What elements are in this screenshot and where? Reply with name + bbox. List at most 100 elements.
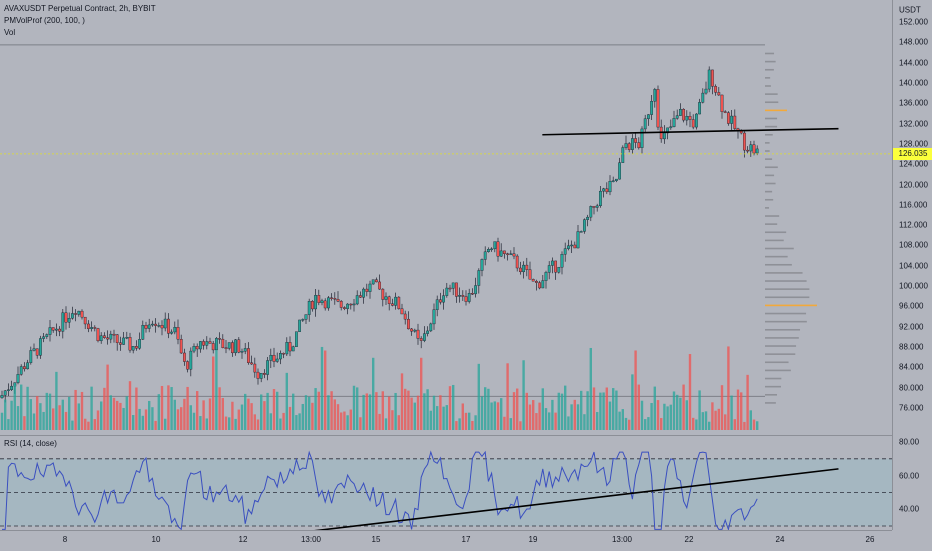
candle-body: [35, 348, 39, 356]
volume-bar: [612, 388, 615, 430]
price-pane[interactable]: AVAXUSDT Perpetual Contract, 2h, BYBIT P…: [0, 0, 892, 436]
volume-bar: [356, 387, 359, 430]
volume-bar: [644, 419, 647, 430]
volume-bar: [199, 416, 202, 430]
volume-bar: [327, 395, 330, 430]
candle-body: [186, 361, 189, 370]
volume-bar: [13, 385, 16, 430]
rsi-legend[interactable]: RSI (14, close): [4, 439, 57, 448]
candle-body: [695, 113, 698, 128]
candle-body: [717, 92, 721, 96]
candle-body: [538, 282, 542, 289]
volume-bar: [573, 399, 576, 430]
volume-bar: [727, 346, 730, 430]
candle-body: [746, 149, 750, 152]
volume-bar: [314, 388, 317, 430]
volume-bar: [410, 397, 413, 430]
candle-body: [230, 342, 234, 354]
candle-body: [365, 288, 369, 292]
price-tick-label: 76.000: [899, 403, 924, 413]
candle-body: [576, 231, 580, 249]
volume-bar: [724, 414, 727, 430]
volume-bar: [157, 394, 160, 430]
time-axis[interactable]: 8 10 12 13:00 15 17 19 13:00 22 24 26: [0, 530, 892, 551]
candle-body: [26, 362, 29, 370]
candle-body: [730, 115, 734, 124]
indicator-legend[interactable]: PMVolProf (200, 100, ): [4, 16, 85, 25]
candle-body: [125, 336, 129, 339]
candle-body: [723, 111, 727, 113]
candle-body: [227, 342, 231, 349]
pane-separator[interactable]: [0, 435, 892, 436]
volume-bar: [589, 347, 592, 430]
volume-bar: [746, 374, 749, 430]
candle-body: [381, 288, 385, 300]
volume-bar: [160, 385, 164, 430]
volume-bar: [391, 410, 394, 430]
volume-bar: [637, 384, 640, 430]
candle-body: [541, 280, 545, 289]
volume-bar: [221, 398, 224, 430]
volume-bar: [148, 400, 151, 430]
candle-body: [698, 102, 702, 115]
candles-group: [0, 66, 759, 403]
candle-body: [368, 283, 372, 292]
volume-bar: [564, 385, 567, 430]
candle-body: [432, 309, 436, 325]
candle-body: [323, 300, 327, 309]
candle-body: [339, 301, 343, 308]
candle-body: [605, 188, 609, 193]
volume-profile-bar: [765, 255, 788, 258]
candle-body: [307, 301, 311, 315]
volume-bar: [474, 415, 477, 430]
candle-body: [544, 272, 548, 281]
rsi-tick-label: 80.00: [899, 437, 920, 447]
price-tick-label: 116.000: [899, 200, 928, 210]
volume-bar: [135, 387, 138, 430]
candle-body: [615, 178, 618, 181]
candle-body: [202, 341, 205, 346]
candle-body: [487, 249, 490, 253]
time-tick-label: 22: [684, 535, 694, 544]
time-tick-label: 13:00: [300, 535, 322, 544]
candle-body: [141, 325, 145, 340]
candle-body: [134, 346, 138, 349]
volume-bar: [32, 413, 36, 430]
symbol-legend[interactable]: AVAXUSDT Perpetual Contract, 2h, BYBIT: [4, 4, 156, 13]
volume-profile-bar: [765, 174, 775, 177]
candle-body: [285, 342, 289, 355]
candle-body: [499, 250, 503, 257]
volume-bar: [749, 410, 752, 430]
volume-bar: [548, 412, 551, 430]
rsi-chart[interactable]: [0, 436, 892, 532]
candle-body: [490, 248, 493, 251]
volume-bar: [87, 421, 90, 430]
candle-body: [426, 330, 429, 334]
volume-legend[interactable]: Vol: [4, 28, 16, 37]
volume-bar: [567, 416, 570, 430]
rsi-tick-label: 40.00: [899, 504, 920, 514]
candle-body: [256, 371, 260, 379]
candle-body: [400, 308, 404, 315]
volume-bar: [445, 405, 448, 430]
candle-body: [531, 278, 535, 282]
volume-bar: [4, 399, 7, 430]
candle-body: [685, 116, 689, 121]
volume-bar: [202, 400, 205, 430]
price-axis[interactable]: USDT 152.000 148.000 144.000 140.000 136.000…: [892, 0, 932, 530]
candle-body: [570, 244, 574, 247]
volume-bar: [272, 389, 276, 430]
volume-bar: [138, 408, 141, 430]
rsi-pane[interactable]: RSI (14, close): [0, 436, 892, 532]
candle-body: [128, 336, 132, 351]
price-chart[interactable]: [0, 0, 892, 436]
price-tick-label: 100.000: [899, 281, 928, 291]
volume-bar: [340, 412, 343, 430]
candle-body: [618, 162, 622, 180]
volume-bar: [756, 421, 759, 430]
candle-body: [192, 346, 196, 352]
candle-body: [675, 115, 679, 119]
candle-body: [263, 373, 266, 375]
candle-body: [19, 366, 23, 375]
volume-bar: [170, 387, 173, 430]
